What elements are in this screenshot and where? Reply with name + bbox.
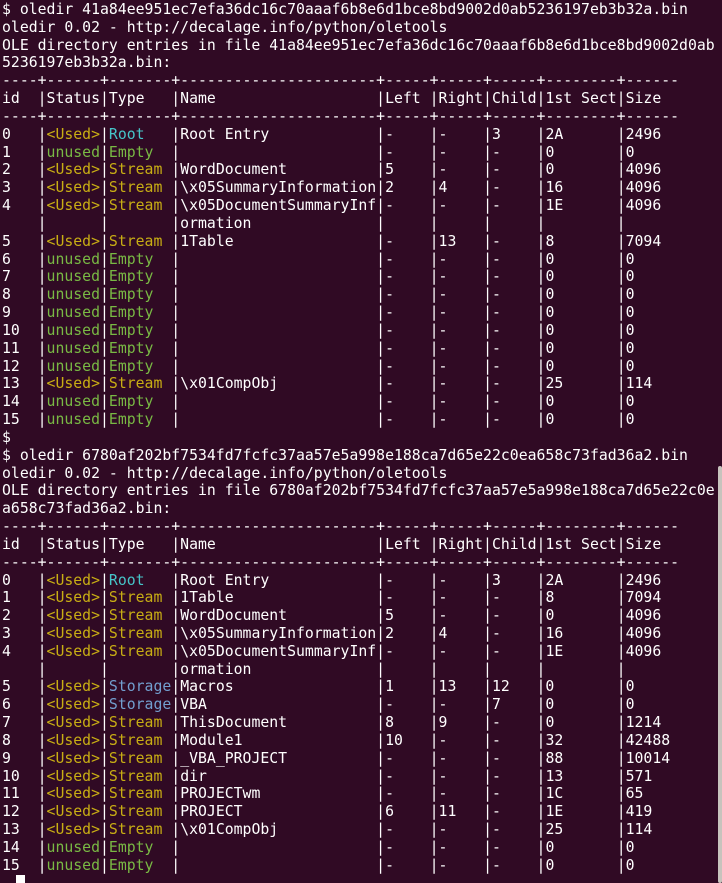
terminal-line: 2 |<Used>|Stream |WordDocument |5 |- |- …	[2, 161, 662, 179]
terminal-line: OLE directory entries in file 41a84ee951…	[2, 36, 715, 54]
terminal-line: 5236197eb3b32a.bin:	[2, 54, 172, 72]
terminal-line: 10 |unused|Empty | |- |- |- |0 |0	[2, 321, 635, 339]
terminal-line: 1 |unused|Empty | |- |- |- |0 |0	[2, 143, 635, 161]
terminal-line: 5 |<Used>|Storage|Macros |1 |13 |12 |0 |…	[2, 678, 635, 696]
terminal-line: 8 |unused|Empty | |- |- |- |0 |0	[2, 286, 635, 304]
terminal-line: oledir 0.02 - http://decalage.info/pytho…	[2, 18, 448, 36]
terminal-line: 1 |<Used>|Stream |1Table |- |- |- |8 |70…	[2, 589, 662, 607]
terminal-line: ----+------+-------+--------------------…	[2, 72, 680, 90]
terminal-line: 15 |unused|Empty | |- |- |- |0 |0	[2, 411, 635, 429]
terminal-line: 11 |<Used>|Stream |PROJECTwm |- |- |- |1…	[2, 785, 644, 803]
scrollbar-thumb[interactable]	[718, 466, 722, 883]
terminal-line: 10 |<Used>|Stream |dir |- |- |- |13 |571	[2, 767, 653, 785]
terminal-line: 12 |<Used>|Stream |PROJECT |6 |11 |- |1E…	[2, 803, 653, 821]
terminal-line: 4 |<Used>|Stream |\x05DocumentSummaryInf…	[2, 197, 662, 215]
terminal-line: oledir 0.02 - http://decalage.info/pytho…	[2, 464, 448, 482]
terminal-line: 2 |<Used>|Stream |WordDocument |5 |- |- …	[2, 607, 662, 625]
terminal-line: 12 |unused|Empty | |- |- |- |0 |0	[2, 357, 635, 375]
terminal-line: $ oledir 41a84ee951ec7efa36dc16c70aaaf6b…	[2, 1, 688, 18]
terminal-line: 14 |unused|Empty | |- |- |- |0 |0	[2, 838, 635, 856]
terminal-line: 7 |<Used>|Stream |ThisDocument |8 |9 |- …	[2, 714, 662, 732]
terminal-line: OLE directory entries in file 6780af202b…	[2, 482, 715, 500]
terminal-line: id |Status|Type |Name |Left |Right|Child…	[2, 90, 662, 108]
terminal-line: ----+------+-------+--------------------…	[2, 518, 680, 536]
terminal-line: 3 |<Used>|Stream |\x05SummaryInformation…	[2, 179, 662, 197]
terminal-line: 11 |unused|Empty | |- |- |- |0 |0	[2, 339, 635, 357]
terminal-line: 5 |<Used>|Stream |1Table |- |13 |- |8 |7…	[2, 232, 662, 250]
terminal-line: $	[2, 428, 11, 446]
terminal-line: 13 |<Used>|Stream |\x01CompObj |- |- |- …	[2, 375, 653, 393]
terminal-line: 6 |<Used>|Storage|VBA |- |- |7 |0 |0	[2, 696, 635, 714]
terminal-line: 15 |unused|Empty | |- |- |- |0 |0	[2, 856, 635, 874]
terminal-line: 14 |unused|Empty | |- |- |- |0 |0	[2, 393, 635, 411]
terminal-line: id |Status|Type |Name |Left |Right|Child…	[2, 535, 662, 553]
terminal-line: 9 |unused|Empty | |- |- |- |0 |0	[2, 304, 635, 322]
terminal-line: 13 |<Used>|Stream |\x01CompObj |- |- |- …	[2, 821, 653, 839]
terminal-line: ----+------+-------+--------------------…	[2, 107, 680, 125]
terminal-cursor	[16, 875, 25, 883]
terminal-line: 3 |<Used>|Stream |\x05SummaryInformation…	[2, 624, 662, 642]
terminal-line: a658c73fad36a2.bin:	[2, 500, 172, 518]
terminal-line: ----+------+-------+--------------------…	[2, 553, 680, 571]
terminal-line: 9 |<Used>|Stream |_VBA_PROJECT |- |- |- …	[2, 749, 671, 767]
terminal-line: $ oledir 6780af202bf7534fd7fcfc37aa57e5a…	[2, 446, 688, 464]
terminal-line: | | |ormation | | | | |	[2, 214, 626, 232]
terminal-line: 7 |unused|Empty | |- |- |- |0 |0	[2, 268, 635, 286]
terminal-line: 4 |<Used>|Stream |\x05DocumentSummaryInf…	[2, 642, 662, 660]
terminal-line: 6 |unused|Empty | |- |- |- |0 |0	[2, 250, 635, 268]
terminal-line: | | |ormation | | | | |	[2, 660, 626, 678]
terminal-line: 0 |<Used>|Root |Root Entry |- |- |3 |2A …	[2, 125, 662, 143]
terminal-line: 0 |<Used>|Root |Root Entry |- |- |3 |2A …	[2, 571, 662, 589]
terminal-line: 8 |<Used>|Stream |Module1 |10 |- |- |32 …	[2, 731, 671, 749]
